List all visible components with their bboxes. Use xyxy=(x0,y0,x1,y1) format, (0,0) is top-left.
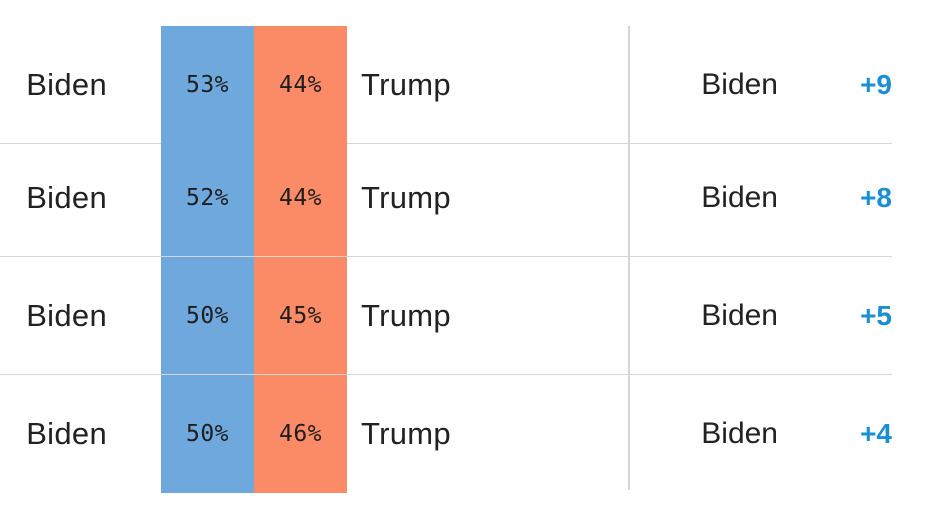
lead-margin: +5 xyxy=(860,299,892,331)
right-candidate-name: Trump xyxy=(361,179,451,215)
rep-percentage-cell: 44% xyxy=(254,26,347,143)
poll-row: Biden 52% 44% Trump Biden +8 xyxy=(0,139,892,257)
right-candidate-name: Trump xyxy=(361,416,451,451)
leader-name: Biden xyxy=(701,180,778,214)
lead-margin: +8 xyxy=(860,181,892,213)
rep-percentage-cell: 46% xyxy=(254,375,347,493)
left-candidate-name: Biden xyxy=(26,297,107,333)
lead-margin: +9 xyxy=(860,68,892,100)
right-candidate-name: Trump xyxy=(361,66,451,102)
left-candidate-name: Biden xyxy=(26,66,107,102)
column-divider xyxy=(628,26,630,490)
poll-results-table: Biden 53% 44% Trump Biden +9 Biden 52% 4… xyxy=(0,26,932,493)
poll-row: Biden 53% 44% Trump Biden +9 xyxy=(0,26,892,144)
dem-percentage-cell: 52% xyxy=(161,139,254,256)
left-candidate-name: Biden xyxy=(26,416,107,451)
rep-percentage-cell: 45% xyxy=(254,257,347,374)
leader-name: Biden xyxy=(701,298,778,332)
rep-percentage-cell: 44% xyxy=(254,139,347,256)
leader-name: Biden xyxy=(701,417,778,450)
right-candidate-name: Trump xyxy=(361,297,451,333)
left-candidate-name: Biden xyxy=(26,179,107,215)
leader-name: Biden xyxy=(701,67,778,101)
poll-row: Biden 50% 45% Trump Biden +5 xyxy=(0,257,892,375)
dem-percentage-cell: 53% xyxy=(161,26,254,143)
dem-percentage-cell: 50% xyxy=(161,257,254,374)
poll-row: Biden 50% 46% Trump Biden +4 xyxy=(0,375,892,493)
lead-margin: +4 xyxy=(860,418,892,449)
dem-percentage-cell: 50% xyxy=(161,375,254,493)
